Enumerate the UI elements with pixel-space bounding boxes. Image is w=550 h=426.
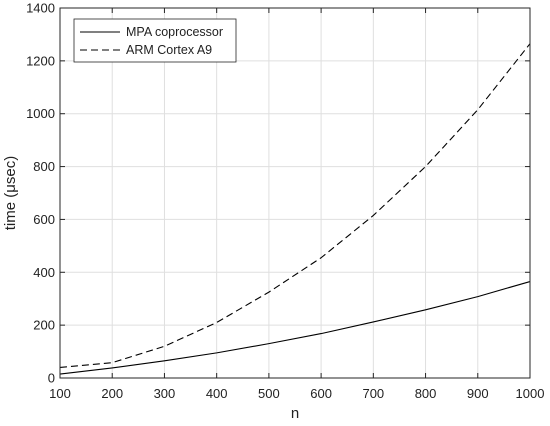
axis-ticks bbox=[59, 7, 531, 379]
y-tick-label: 1400 bbox=[26, 1, 55, 16]
x-tick-label: 200 bbox=[101, 386, 123, 401]
y-axis-label: time (μsec) bbox=[2, 156, 19, 230]
x-tick-label: 900 bbox=[467, 386, 489, 401]
x-tick-labels: 100 200 300 400 500 600 700 800 900 1000 bbox=[49, 386, 544, 401]
series-line-mpa-coprocessor bbox=[59, 281, 531, 375]
y-tick-label: 200 bbox=[33, 318, 55, 333]
x-tick-label: 500 bbox=[258, 386, 280, 401]
y-tick-label: 600 bbox=[33, 212, 55, 227]
y-tick-label: 800 bbox=[33, 159, 55, 174]
legend-label-arm-cortex-a9: ARM Cortex A9 bbox=[126, 43, 212, 57]
y-tick-label: 0 bbox=[48, 371, 55, 386]
y-tick-label: 1000 bbox=[26, 106, 55, 121]
series-lines bbox=[59, 43, 531, 375]
x-tick-label: 700 bbox=[362, 386, 384, 401]
y-tick-label: 1200 bbox=[26, 53, 55, 68]
y-tick-label: 400 bbox=[33, 265, 55, 280]
x-axis-label: n bbox=[291, 405, 299, 422]
series-line-arm-cortex-a9 bbox=[59, 43, 531, 368]
y-tick-labels: 0 200 400 600 800 1000 1200 1400 bbox=[26, 1, 55, 386]
x-tick-label: 600 bbox=[310, 386, 332, 401]
plot-background bbox=[60, 8, 530, 378]
legend-label-mpa-coprocessor: MPA coprocessor bbox=[126, 25, 223, 39]
x-tick-label: 100 bbox=[49, 386, 71, 401]
legend-box bbox=[73, 18, 237, 63]
x-tick-label: 400 bbox=[206, 386, 228, 401]
x-tick-label: 300 bbox=[154, 386, 176, 401]
legend: MPA coprocessor ARM Cortex A9 bbox=[73, 18, 237, 63]
x-tick-label: 1000 bbox=[516, 386, 545, 401]
x-tick-label: 800 bbox=[415, 386, 437, 401]
plot-frame bbox=[59, 7, 531, 379]
